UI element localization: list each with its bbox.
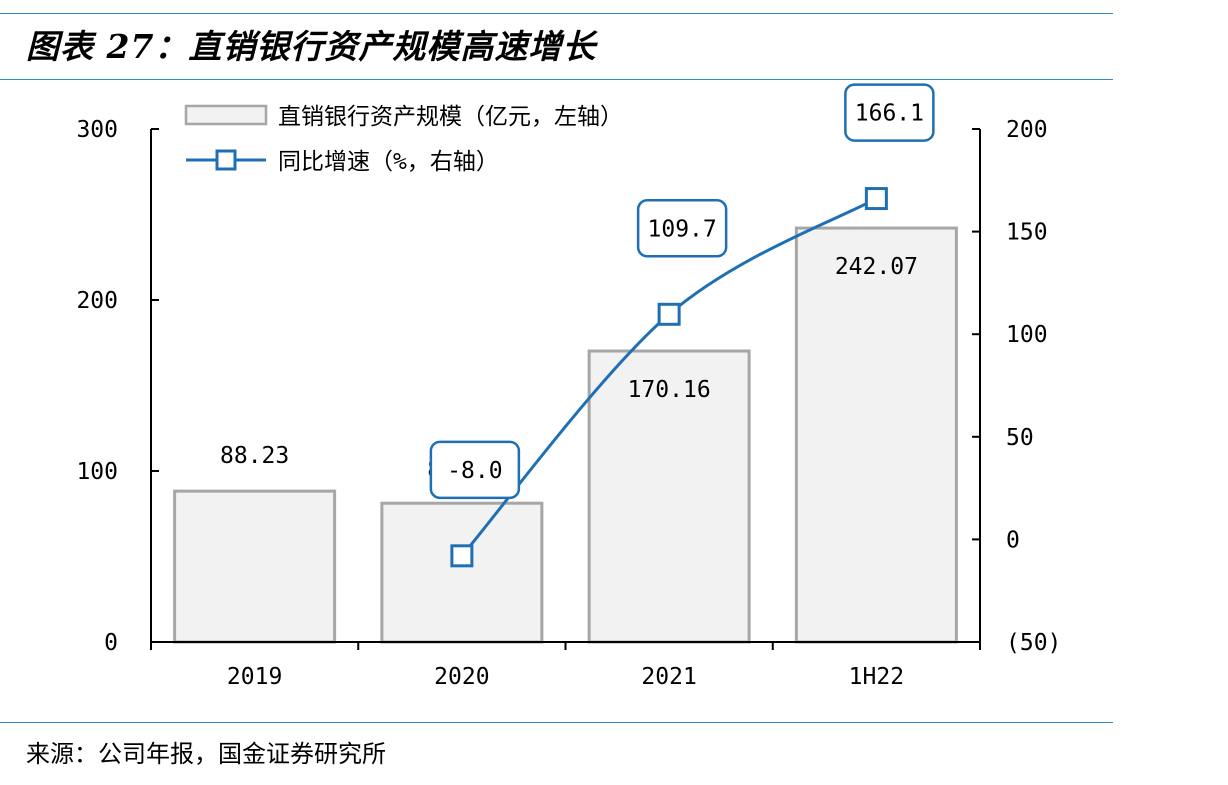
line-series: -8.0 109.7 166.1	[429, 83, 935, 568]
right-axis-tick-label: 0	[1006, 527, 1020, 553]
bottom-rule	[0, 722, 1113, 723]
axes: 0 100 200 300 (50) 0 50 100 150 200 2019 2020 2021 1H…	[76, 117, 1061, 690]
right-axis-tick-label: 150	[1006, 220, 1048, 246]
source-note: 来源：公司年报，国金证券研究所	[26, 740, 386, 768]
right-axis-tick-label: (50)	[1006, 630, 1061, 656]
line-value-callout	[844, 83, 935, 142]
top-rule	[0, 13, 1113, 14]
line-value-callout	[636, 199, 728, 258]
left-axis-tick-label: 200	[76, 288, 118, 314]
line-marker	[864, 187, 888, 211]
x-axis-tick-label: 1H22	[849, 664, 904, 690]
left-axis-tick-label: 100	[76, 459, 118, 485]
x-axis-tick-label: 2021	[641, 664, 696, 690]
bar-2020	[380, 501, 544, 644]
right-axis-tick-label: 200	[1006, 117, 1048, 143]
bar-value-label: 170.16	[628, 377, 711, 403]
line-value-label: -8.0	[447, 458, 502, 484]
bar-value-label: 242.07	[835, 254, 918, 280]
bar-value-label: 88.23	[220, 443, 289, 469]
legend-line-label: 同比增速（%，右轴）	[278, 149, 499, 175]
figure-title: 图表 27：直销银行资产规模高速增长	[26, 27, 597, 66]
left-axis-tick-label: 300	[76, 117, 118, 143]
line-value-label: 166.1	[855, 101, 924, 127]
bar-2019	[173, 489, 337, 644]
bar-2021	[587, 349, 751, 644]
x-axis-tick-label: 2019	[227, 664, 282, 690]
legend-line-marker	[215, 149, 237, 171]
line-marker	[450, 544, 474, 568]
line-value-callout	[429, 440, 521, 500]
legend: 直销银行资产规模（亿元，左轴） 同比增速（%，右轴）	[184, 104, 623, 175]
legend-bar-swatch	[184, 104, 268, 126]
title-rule	[0, 79, 1113, 80]
x-axis-tick-label: 2020	[434, 664, 489, 690]
line-value-label: 109.7	[648, 216, 717, 242]
bar-1H22	[794, 226, 958, 644]
right-axis-tick-label: 50	[1006, 425, 1034, 451]
left-axis-tick-label: 0	[104, 630, 118, 656]
right-axis-tick-label: 100	[1006, 322, 1048, 348]
legend-bar-label: 直销银行资产规模（亿元，左轴）	[278, 104, 623, 130]
line-marker	[657, 302, 681, 326]
